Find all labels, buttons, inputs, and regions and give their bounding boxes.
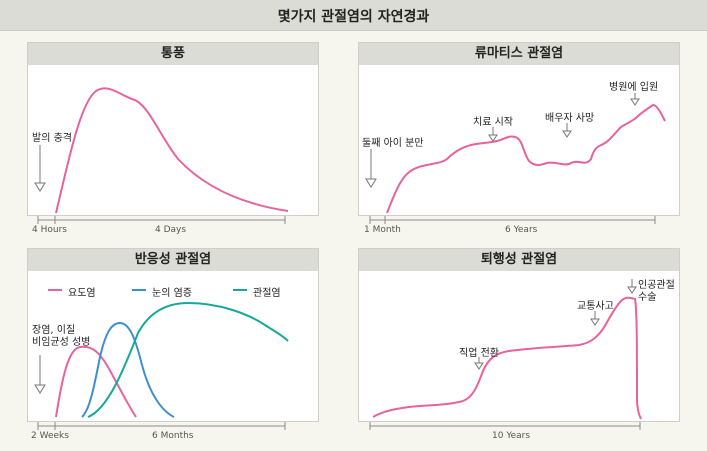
reactive-annotation-std: 비임균성 성병	[32, 337, 91, 348]
x-tick-label: 4 Days	[155, 225, 187, 235]
chart-gout-svg	[55, 87, 289, 214]
page-title: 몇가지 관절염의 자연경과	[277, 9, 430, 25]
chart-reactive-svg	[55, 301, 289, 418]
x-tick-label: 6 Months	[152, 431, 194, 441]
legend-urethritis: 요도염	[68, 288, 96, 299]
chart-title: 류마티스 관절염	[359, 43, 679, 65]
chart-degenerative: 퇴행성 관절염 직업 전환 교통사고 인공관절 수술	[358, 248, 680, 422]
gout-annotation: 발의 충격	[32, 133, 72, 144]
x-tick-label: 1 Month	[364, 225, 401, 235]
x-tick-label: 2 Weeks	[31, 431, 69, 441]
reactive-annotation-enteritis: 장염, 이질	[32, 325, 76, 336]
reactive-arrow	[34, 355, 46, 394]
legend-eye-inflammation: 눈의 염증	[152, 288, 192, 299]
ra-annotation-spouse: 배우자 사망	[545, 113, 595, 124]
oa-annotation-accident: 교통사고	[577, 301, 614, 312]
oa-annotation-joint: 인공관절	[638, 280, 675, 291]
legend-arthritis: 관절염	[253, 288, 281, 299]
urethritis-line	[55, 345, 137, 418]
gout-arrow	[34, 145, 46, 192]
oa-annotation-surgery: 수술	[638, 292, 657, 303]
chart-ra-svg	[386, 103, 666, 214]
ra-arrows	[365, 93, 640, 188]
title-bar: 몇가지 관절염의 자연경과	[0, 0, 707, 31]
ra-annotation-birth: 둘째 아이 분만	[362, 138, 424, 149]
ra-annotation-hospital: 병원에 입원	[609, 82, 659, 93]
chart-title: 통풍	[28, 43, 318, 65]
chart-oa-svg	[372, 296, 642, 420]
oa-arrows	[474, 279, 637, 370]
gout-line	[55, 87, 289, 214]
x-tick-label: 6 Years	[505, 225, 538, 235]
chart-title: 퇴행성 관절염	[359, 249, 679, 271]
chart-title: 반응성 관절염	[28, 249, 318, 271]
x-tick-label: 4 Hours	[32, 225, 67, 235]
ra-annotation-treatment: 치료 시작	[473, 117, 513, 128]
x-tick-label: 10 Years	[492, 431, 531, 441]
chart-reactive: 반응성 관절염 요도염 눈의 염증 관절염 장염, 이질 비임균성 성병	[27, 248, 319, 422]
chart-gout: 통풍 발의 충격	[27, 42, 319, 216]
eye-inflammation-line	[81, 321, 175, 418]
reactive-legend	[48, 289, 247, 291]
oa-annotation-job: 직업 전환	[459, 348, 499, 359]
arthritis-line	[87, 301, 289, 418]
ra-line	[386, 103, 666, 214]
oa-line	[372, 296, 642, 420]
chart-rheumatoid: 류마티스 관절염 둘째 아이 분만 치료 시작 배우자 사망 병원에 입원	[358, 42, 680, 216]
